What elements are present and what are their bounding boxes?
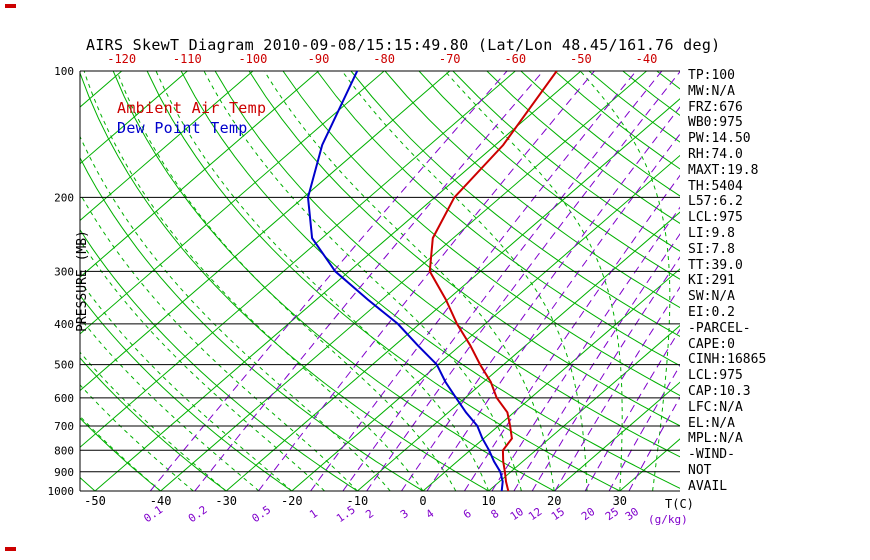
stat-line: LCL:975 xyxy=(688,368,743,384)
pressure-axis-label: PRESSURE (MB) xyxy=(75,230,90,332)
mixing-ratio-label: 15 xyxy=(549,505,567,523)
stat-line: TH:5404 xyxy=(688,178,743,194)
stat-line: MW:N/A xyxy=(688,83,735,99)
legend-ambient-temp: Ambient Air Temp xyxy=(117,99,267,117)
pressure-tick-label: 700 xyxy=(54,420,74,433)
mixing-ratio-label: 10 xyxy=(508,505,526,523)
corner-mark xyxy=(5,4,16,8)
pressure-tick-label: 900 xyxy=(54,466,74,479)
profile-dewpoint xyxy=(306,71,504,491)
bottom-temp-label: 0 xyxy=(419,494,426,508)
stat-line: PW:14.50 xyxy=(688,131,751,147)
pressure-tick-label: 1000 xyxy=(48,485,75,498)
mixing-ratio-label: 0.5 xyxy=(250,503,274,525)
bottom-temp-label: -40 xyxy=(150,494,172,508)
stat-line: LFC:N/A xyxy=(688,399,743,415)
stat-line: FRZ:676 xyxy=(688,99,743,115)
stat-line: CINH:16865 xyxy=(688,352,767,368)
page-title: AIRS SkewT Diagram 2010-09-08/15:15:49.8… xyxy=(86,36,721,54)
stat-line: SW:N/A xyxy=(688,289,735,305)
top-temp-label: -70 xyxy=(439,52,461,66)
pressure-tick-label: 100 xyxy=(54,65,74,78)
stat-line: -PARCEL- xyxy=(688,320,751,336)
isotherms-group xyxy=(80,71,680,491)
top-temp-label: -50 xyxy=(570,52,592,66)
top-temp-label: -100 xyxy=(238,52,267,66)
dry-adiabats-group xyxy=(80,71,680,491)
stat-line: SI:7.8 xyxy=(688,241,735,257)
top-temp-label: -40 xyxy=(636,52,658,66)
mixing-ratio-label: 8 xyxy=(489,507,502,521)
stat-line: KI:291 xyxy=(688,273,735,289)
mixing-ratio-label: 1 xyxy=(307,507,320,521)
mixing-ratio-label: 3 xyxy=(398,507,411,521)
temp-unit-label: T(C) xyxy=(665,497,694,511)
stat-line: LI:9.8 xyxy=(688,225,735,241)
top-temp-label: -60 xyxy=(504,52,526,66)
mixing-ratio-label: 20 xyxy=(579,505,597,523)
top-temp-label: -110 xyxy=(173,52,202,66)
pressure-tick-label: 300 xyxy=(54,265,74,278)
top-temp-label: -80 xyxy=(373,52,395,66)
stat-line: WB0:975 xyxy=(688,115,743,131)
bottom-temp-label: -10 xyxy=(347,494,369,508)
mixing-ratio-label: 25 xyxy=(603,505,621,523)
mixing-ratio-label: 0.2 xyxy=(186,503,210,525)
mixing-unit-label: (g/kg) xyxy=(648,513,688,526)
stat-line: RH:74.0 xyxy=(688,146,743,162)
stat-line: EI:0.2 xyxy=(688,304,735,320)
moist-adiabats-group xyxy=(80,71,671,491)
plot-area xyxy=(80,71,680,491)
stat-line: MPL:N/A xyxy=(688,431,743,447)
profiles-group xyxy=(306,71,558,491)
pressure-tick-label: 600 xyxy=(54,392,74,405)
bottom-temp-label: -30 xyxy=(215,494,237,508)
bottom-temp-label: 20 xyxy=(547,494,561,508)
mixing-ratio-label: 12 xyxy=(526,505,544,523)
pressure-tick-label: 800 xyxy=(54,444,74,457)
mixing-ratio-label: 2 xyxy=(363,507,376,521)
top-temp-label: -90 xyxy=(308,52,330,66)
mixing-ratio-label: 30 xyxy=(623,505,641,523)
stat-line: -WIND- xyxy=(688,447,735,463)
profile-temperature xyxy=(428,71,558,491)
top-temp-label: -120 xyxy=(107,52,136,66)
stat-line: TP:100 xyxy=(688,68,735,83)
stats-panel: TP:100 MW:N/A FRZ:676 WB0:975 PW:14.50 RH:74.… xyxy=(688,68,766,495)
stat-line: LCL:975 xyxy=(688,210,743,226)
stat-line: EL:N/A xyxy=(688,415,735,431)
stat-line: TT:39.0 xyxy=(688,257,743,273)
pressure-tick-label: 400 xyxy=(54,318,74,331)
stat-line: CAPE:0 xyxy=(688,336,735,352)
pressure-tick-label: 200 xyxy=(54,191,74,204)
bottom-temp-label: -50 xyxy=(84,494,106,508)
bottom-temp-label: -20 xyxy=(281,494,303,508)
stat-line: L57:6.2 xyxy=(688,194,743,210)
mixing-ratio-group xyxy=(149,71,680,491)
stat-line: AVAIL xyxy=(688,478,728,494)
pressure-tick-label: 500 xyxy=(54,359,74,372)
bottom-temp-label: 30 xyxy=(613,494,627,508)
stat-line: CAP:10.3 xyxy=(688,383,751,399)
bottom-temp-label: 10 xyxy=(481,494,495,508)
stat-line: NOT xyxy=(688,462,712,478)
pressure-grid-group: 100 200 300 400 500 600 700 800 900 1000 xyxy=(48,65,680,498)
mixing-ratio-label: 4 xyxy=(424,507,437,522)
stat-line: MAXT:19.8 xyxy=(688,162,759,178)
corner-mark xyxy=(5,547,16,551)
legend-dew-point: Dew Point Temp xyxy=(117,119,248,137)
mixing-ratio-label: 6 xyxy=(461,507,474,521)
